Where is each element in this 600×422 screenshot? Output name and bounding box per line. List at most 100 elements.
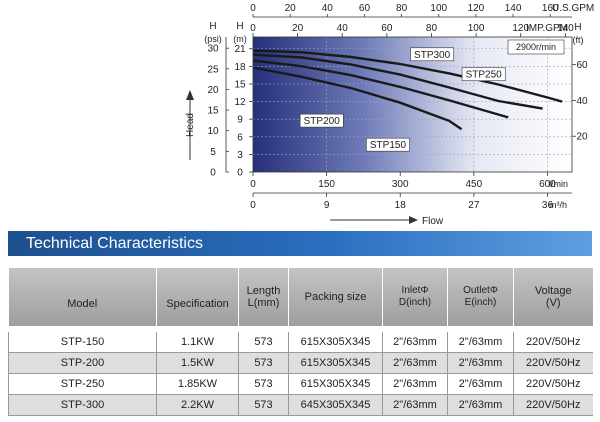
series-label-stp150: STP150 (370, 140, 407, 151)
lmin-tick-label: 150 (318, 179, 335, 190)
psi-label-top: H (209, 21, 216, 32)
cell-outlet: 2"/63mm (447, 326, 514, 353)
header-packing-size: Packing size (288, 268, 383, 329)
cell-voltage: 220V/50Hz (513, 352, 593, 374)
cell-length: 573 (238, 352, 289, 374)
psi-label-unit: (psi) (204, 34, 222, 44)
m-tick-label: 0 (237, 168, 243, 179)
psi-tick-label: 5 (210, 147, 216, 158)
curve-stp150 (252, 66, 463, 131)
header-inlet: InletΦ D(inch) (382, 268, 448, 329)
header-length: Length L(mm) (238, 268, 289, 329)
cell-voltage: 220V/50Hz (513, 373, 593, 395)
cell-inlet: 2"/63mm (382, 373, 448, 395)
cell-length: 573 (238, 394, 289, 416)
speed-label: 2900r/min (516, 42, 556, 52)
cell-inlet: 2"/63mm (382, 394, 448, 416)
us-gpm-tick-label: 100 (430, 3, 447, 14)
imp-gpm-label: IMP.GPM (526, 23, 568, 34)
cell-inlet: 2"/63mm (382, 326, 448, 353)
series-label-box (461, 67, 506, 82)
lmin-label: l/min (549, 179, 568, 189)
table-row: STP-250 1.85KW 573 615X305X345 2"/63mm 2… (8, 373, 593, 395)
imp-gpm-tick-label: 100 (468, 23, 485, 34)
cell-voltage: 220V/50Hz (513, 394, 593, 416)
header-outlet: OutletΦ E(inch) (447, 268, 514, 329)
cell-model: STP-250 (8, 373, 157, 395)
us-gpm-tick-label: 40 (322, 3, 334, 14)
lmin-tick-label: 450 (466, 179, 483, 190)
cell-inlet: 2"/63mm (382, 352, 448, 374)
m3h-tick-label: 36 (542, 200, 554, 211)
m3h-tick-label: 27 (468, 200, 480, 211)
m-label-unit: (m) (233, 34, 247, 44)
cell-specification: 2.2KW (156, 394, 239, 416)
table-row: STP-300 2.2KW 573 645X305X345 2"/63mm 2"… (8, 394, 593, 416)
curve-stp200 (252, 59, 509, 119)
imp-gpm-tick-label: 20 (292, 23, 304, 34)
imp-gpm-tick-label: 0 (250, 23, 256, 34)
table-header-row: Model Specification Length L(mm) Packing … (8, 268, 593, 329)
imp-gpm-tick-label: 140 (557, 23, 574, 34)
imp-gpm-tick-label: 40 (337, 23, 349, 34)
m-tick-label: 21 (234, 44, 246, 55)
series-label-box (299, 113, 344, 128)
cell-outlet: 2"/63mm (447, 394, 514, 416)
header-voltage: Voltage (V) (513, 268, 593, 329)
cell-outlet: 2"/63mm (447, 352, 514, 374)
cell-model: STP-150 (8, 326, 157, 353)
ft-label-unit: (ft) (573, 35, 584, 45)
us-gpm-tick-label: 160 (542, 3, 559, 14)
psi-tick-label: 10 (207, 126, 219, 137)
m3h-tick-label: 9 (324, 200, 330, 211)
cell-model: STP-200 (8, 352, 157, 374)
header-specification: Specification (156, 268, 239, 329)
cell-length: 573 (238, 326, 289, 353)
psi-tick-label: 20 (207, 85, 219, 96)
psi-tick-label: 25 (207, 64, 219, 75)
head-label-group: Head (185, 90, 196, 160)
m-tick-label: 3 (237, 150, 243, 161)
cell-voltage: 220V/50Hz (513, 326, 593, 353)
us-gpm-tick-label: 140 (505, 3, 522, 14)
section-title: Technical Characteristics (26, 235, 203, 252)
m3h-label: m³/h (549, 200, 567, 210)
cell-packing-size: 615X305X345 (288, 326, 383, 353)
lmin-tick-label: 600 (539, 179, 556, 190)
cell-length: 573 (238, 373, 289, 395)
m-label-top: H (236, 21, 243, 32)
header-model: Model (8, 268, 157, 329)
m-tick-label: 18 (234, 62, 246, 73)
psi-tick-label: 0 (210, 168, 216, 179)
speed-label-box (507, 39, 565, 55)
ft-label-top: H (574, 22, 581, 33)
series-label-box (410, 47, 455, 62)
curve-stp300 (252, 49, 563, 103)
m3h-tick-label: 0 (250, 200, 256, 211)
us-gpm-tick-label: 120 (468, 3, 485, 14)
cell-packing-size: 645X305X345 (288, 394, 383, 416)
axis-labels: STP300 STP250 STP200 STP150 2900r/min Flow Hea… (185, 39, 565, 227)
psi-tick-label: 15 (207, 106, 219, 117)
table-row: STP-150 1.1KW 573 615X305X345 2"/63mm 2"… (8, 326, 593, 353)
section-banner: Technical Characteristics (8, 231, 592, 256)
cell-outlet: 2"/63mm (447, 373, 514, 395)
series-label-stp200: STP200 (304, 116, 341, 127)
head-label: Head (185, 113, 196, 137)
curves (252, 49, 563, 131)
technical-table: Model Specification Length L(mm) Packing … (8, 268, 593, 416)
head-arrow-head (186, 90, 194, 100)
m-tick-label: 6 (237, 132, 243, 143)
m-tick-label: 15 (234, 79, 246, 90)
us-gpm-tick-label: 0 (250, 3, 256, 14)
us-gpm-tick-label: 60 (359, 3, 371, 14)
us-gpm-tick-label: 20 (285, 3, 297, 14)
series-label-stp250: STP250 (466, 70, 503, 81)
flow-label: Flow (422, 216, 444, 227)
lmin-tick-label: 300 (392, 179, 409, 190)
cell-specification: 1.1KW (156, 326, 239, 353)
ft-tick-label: 20 (576, 132, 588, 143)
ft-tick-label: 60 (576, 60, 588, 71)
